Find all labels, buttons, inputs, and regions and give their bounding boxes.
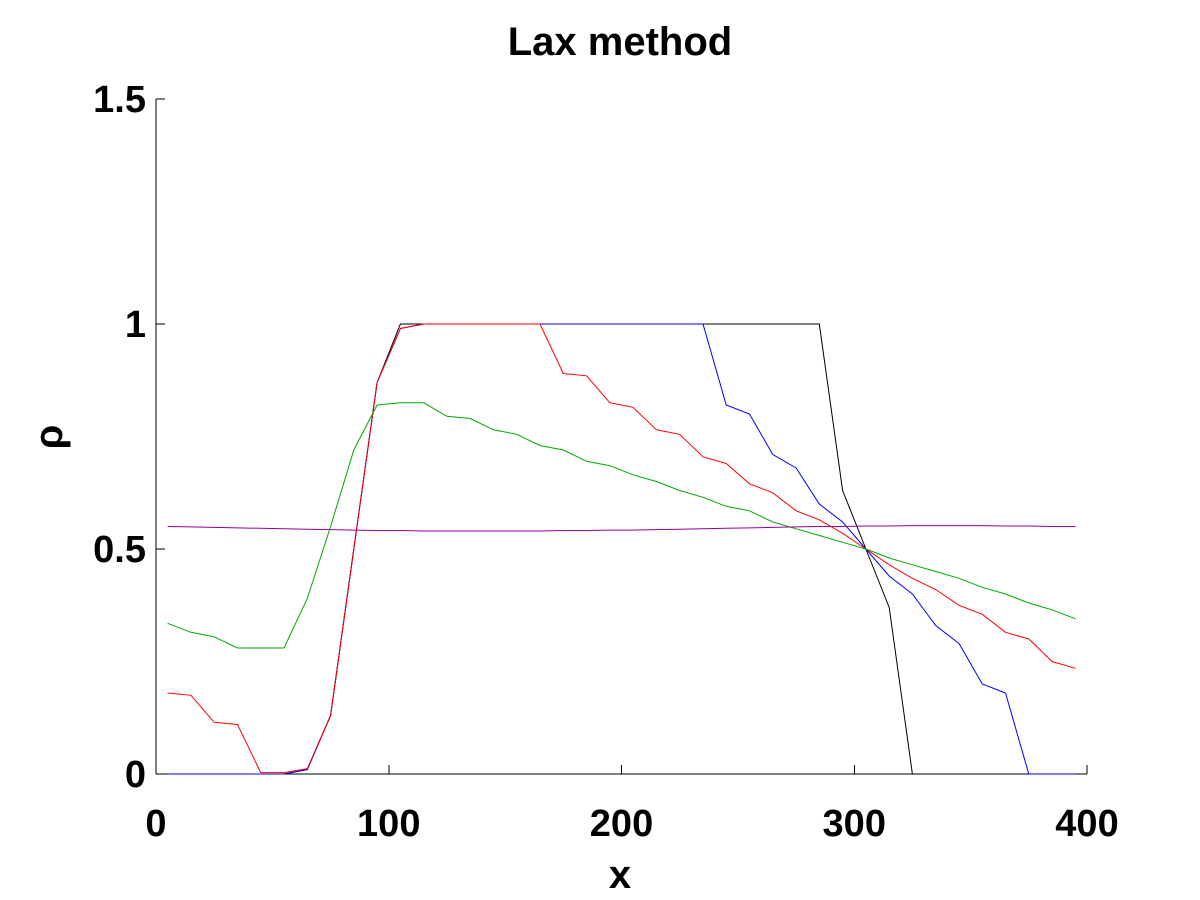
x-axis-label: x — [609, 853, 631, 897]
x-tick-label: 400 — [1055, 803, 1118, 845]
y-axis-label: ρ — [27, 425, 71, 450]
chart-title: Lax method — [508, 20, 732, 64]
y-tick-label: 1 — [125, 304, 146, 346]
y-tick-label: 1.5 — [93, 79, 146, 121]
series-line-5 — [167, 525, 1076, 532]
y-tick-label: 0.5 — [93, 529, 146, 571]
x-tick-label: 100 — [357, 803, 420, 845]
series-group — [167, 323, 1076, 775]
x-tick-label: 200 — [590, 803, 653, 845]
series-line-4 — [167, 402, 1076, 649]
axes — [155, 99, 1087, 775]
x-tick-label: 0 — [145, 803, 166, 845]
x-tick-label: 300 — [823, 803, 886, 845]
x-ticks: 0 100 200 300 400 — [145, 765, 1119, 845]
series-line-1 — [167, 323, 1076, 775]
y-tick-label: 0 — [125, 754, 146, 796]
series-line-2 — [167, 323, 1076, 775]
series-line-3 — [167, 323, 1076, 774]
y-ticks: 0 0.5 1 1.5 — [93, 79, 165, 796]
